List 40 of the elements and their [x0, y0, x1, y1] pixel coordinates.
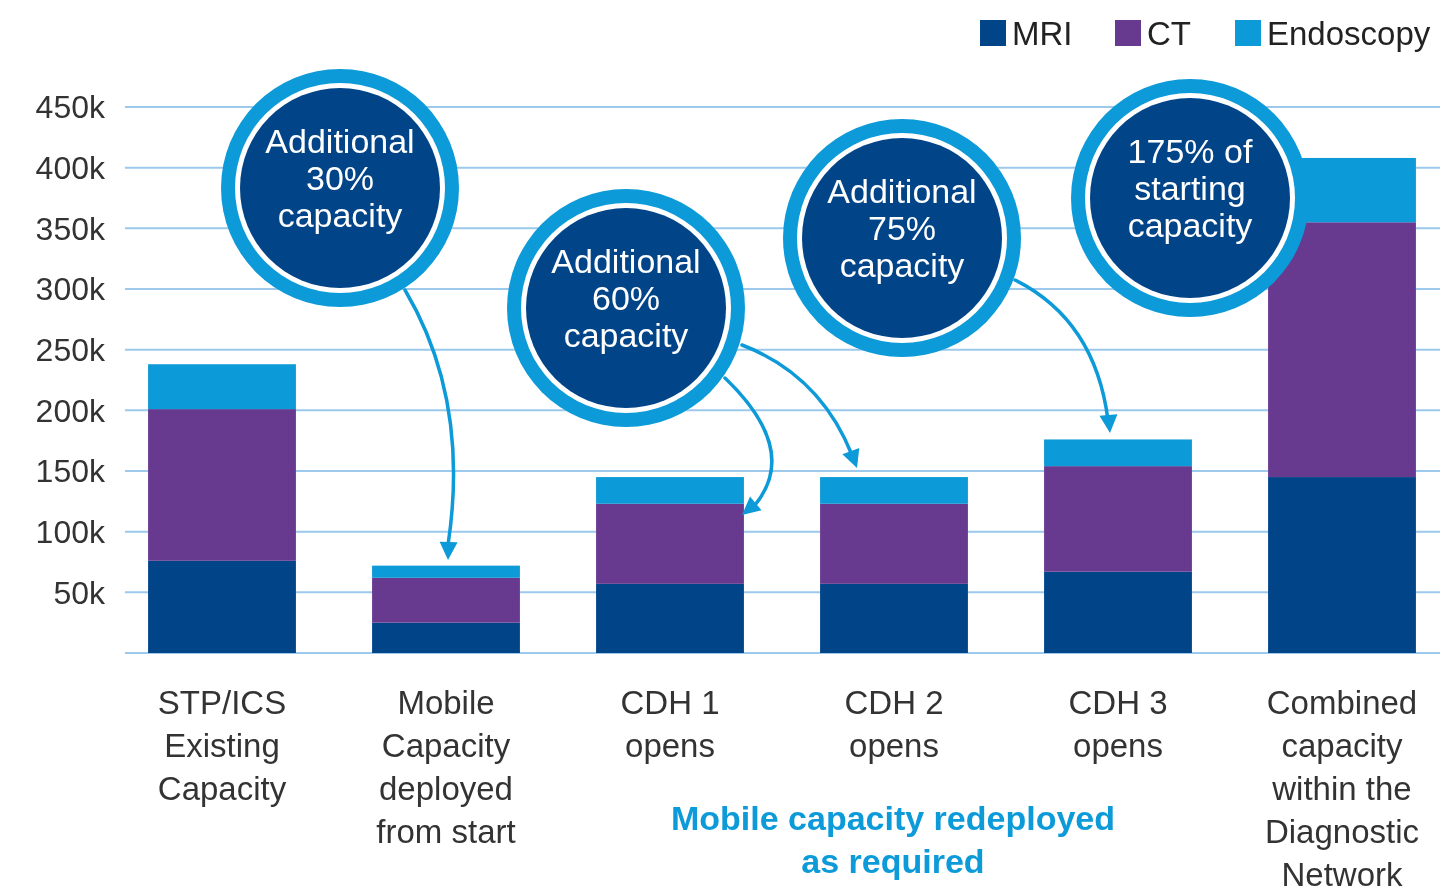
legend-label: CT: [1147, 14, 1191, 52]
x-tick-label: CDH 3 opens: [1068, 684, 1168, 764]
y-tick-label: 450k: [35, 89, 106, 126]
x-tick-label: CDH 1 opens: [620, 684, 720, 764]
annotation: 175% of starting capacity: [1127, 132, 1253, 244]
annotation: Additional 30% capacity: [265, 122, 415, 234]
x-tick-label: Combined capacity within the Diagnostic Network: [1264, 684, 1420, 893]
bar: [1044, 571, 1192, 653]
bar: [372, 577, 520, 623]
bar: [820, 503, 968, 584]
legend-label: MRI: [1012, 14, 1073, 52]
y-tick-label: 400k: [35, 149, 106, 186]
annotation: Additional 75% capacity: [827, 172, 977, 284]
bar: [596, 583, 744, 653]
x-tick-label: STP/ICS Existing Capacity: [157, 684, 287, 807]
bar: [820, 583, 968, 653]
x-tick-label: Mobile Capacity deployed from start: [376, 684, 516, 850]
bar: [372, 565, 520, 578]
y-tick-label: 300k: [35, 271, 106, 308]
x-tick-label: CDH 2 opens: [844, 684, 944, 764]
y-tick-label: 150k: [35, 453, 106, 490]
y-tick-label: 350k: [35, 210, 106, 247]
y-tick-label: 200k: [35, 392, 106, 429]
bar: [148, 409, 296, 561]
bar: [820, 477, 968, 504]
bar: [148, 364, 296, 410]
bar: [1268, 222, 1416, 478]
bar: [1044, 439, 1192, 467]
annotation: Additional 60% capacity: [551, 242, 701, 354]
legend-label: Endoscopy: [1267, 14, 1431, 52]
bar: [1044, 466, 1192, 572]
y-tick-label: 250k: [35, 331, 106, 368]
bar: [372, 622, 520, 653]
bar: [596, 503, 744, 584]
text: Mobile capacity redeployed as required: [670, 799, 1116, 880]
y-tick-label: 100k: [35, 513, 106, 550]
bar: [1268, 477, 1416, 653]
bar: [596, 477, 744, 504]
y-tick-label: 50k: [53, 574, 106, 611]
bar: [148, 560, 296, 653]
